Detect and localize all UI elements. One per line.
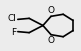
Text: O: O [48,36,55,45]
Text: F: F [11,28,16,37]
Text: Cl: Cl [7,14,16,23]
Text: O: O [48,6,55,15]
